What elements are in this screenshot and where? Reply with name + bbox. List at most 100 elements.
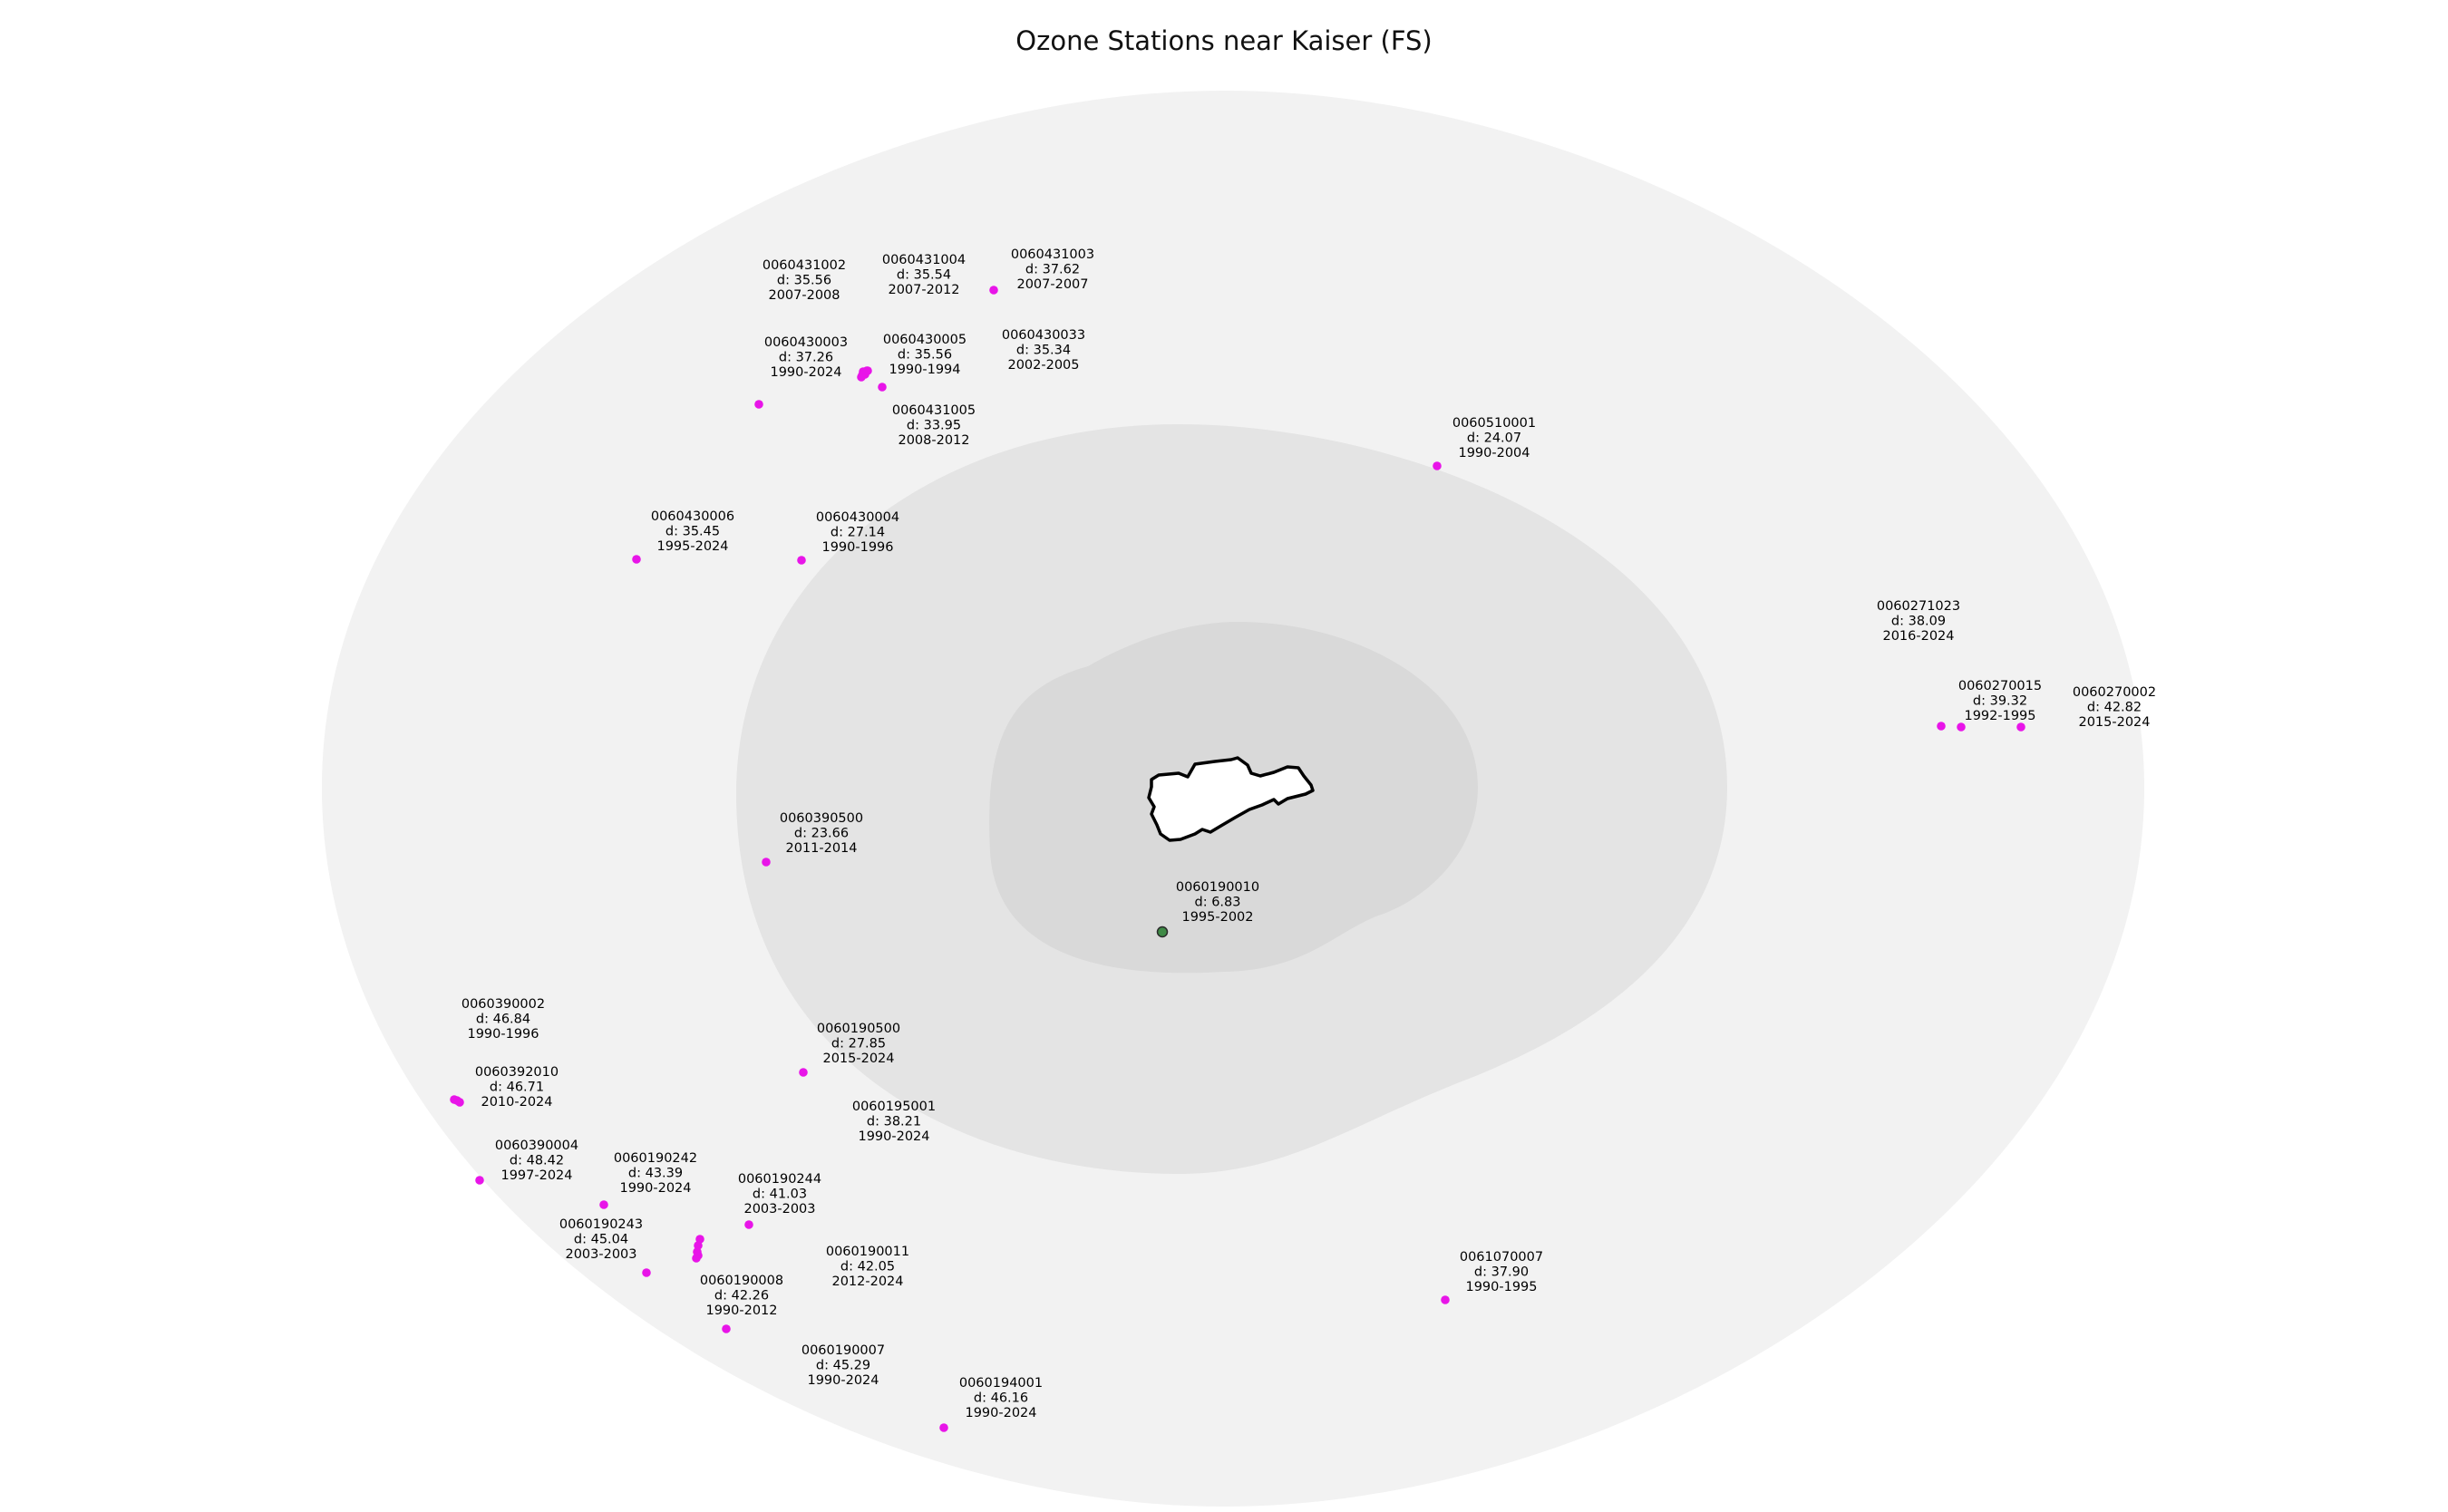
station-marker — [1441, 1295, 1450, 1304]
station-label: 0060390004 d: 48.42 1997-2024 — [495, 1139, 578, 1183]
station-label-years: 1990-1996 — [821, 540, 893, 555]
station-label-d: d: 46.84 — [476, 1013, 530, 1027]
station-label-years: 1990-1996 — [467, 1027, 539, 1042]
station-label: 0060271023 d: 38.09 2016-2024 — [1877, 599, 1960, 644]
kaiser-area-boundary — [1147, 756, 1315, 842]
station-label-d: d: 45.04 — [574, 1233, 628, 1247]
station-label: 0060392010 d: 46.71 2010-2024 — [475, 1065, 559, 1110]
station-label: 0060190244 d: 41.03 2003-2003 — [738, 1172, 821, 1216]
station-marker — [989, 286, 998, 295]
station-label: 0060430006 d: 35.45 1995-2024 — [651, 509, 734, 554]
station-marker — [762, 858, 771, 867]
station-label-years: 2016-2024 — [1882, 629, 1954, 644]
station-label: 0060190010 d: 6.83 1995-2002 — [1176, 880, 1259, 925]
station-label: 0060390500 d: 23.66 2011-2014 — [780, 811, 863, 856]
station-label: 0060190011 d: 42.05 2012-2024 — [826, 1245, 909, 1289]
station-label-d: d: 38.09 — [1891, 615, 1946, 629]
station-label-d: d: 37.62 — [1025, 263, 1080, 277]
station-label: 0060190500 d: 27.85 2015-2024 — [817, 1022, 900, 1066]
station-label-id: 0060431005 — [892, 403, 976, 418]
station-label-id: 0060390004 — [495, 1139, 578, 1153]
map-title: Ozone Stations near Kaiser (FS) — [1015, 25, 1433, 56]
station-marker — [693, 1247, 702, 1256]
station-marker — [754, 400, 763, 409]
station-label-id: 0060190011 — [826, 1245, 909, 1259]
station-label-years: 1992-1995 — [1964, 709, 2035, 723]
station-label-d: d: 45.29 — [816, 1359, 870, 1373]
station-label: 0060431005 d: 33.95 2008-2012 — [892, 403, 976, 448]
station-label: 0060390002 d: 46.84 1990-1996 — [461, 997, 545, 1042]
station-label-d: d: 33.95 — [907, 419, 961, 433]
station-label: 0060430003 d: 37.26 1990-2024 — [764, 335, 848, 380]
station-label: 0060195001 d: 38.21 1990-2024 — [852, 1100, 936, 1144]
station-label-years: 2002-2005 — [1007, 358, 1079, 373]
station-label-years: 2015-2024 — [2078, 715, 2150, 730]
station-label-years: 1995-2002 — [1181, 910, 1253, 925]
station-label-years: 2010-2024 — [481, 1095, 552, 1110]
station-label-d: d: 43.39 — [628, 1167, 683, 1181]
station-label: 0060510001 d: 24.07 1990-2004 — [1452, 416, 1536, 460]
station-label-d: d: 37.26 — [779, 351, 833, 365]
station-label-years: 1990-2024 — [858, 1129, 929, 1144]
station-label-id: 0060190243 — [559, 1217, 643, 1232]
station-label-d: d: 39.32 — [1973, 694, 2027, 709]
station-marker — [694, 1241, 703, 1250]
station-label-years: 2008-2012 — [898, 433, 969, 448]
station-label-years: 2011-2014 — [785, 841, 857, 856]
station-marker — [599, 1200, 608, 1209]
station-label-id: 0060431003 — [1011, 247, 1094, 262]
station-label-id: 0060392010 — [475, 1065, 559, 1080]
station-labels: 0060190010 d: 6.83 1995-2002 0060390500 d: 2… — [461, 247, 2156, 1420]
station-label-id: 0061070007 — [1460, 1250, 1543, 1265]
station-label: 0060430004 d: 27.14 1990-1996 — [816, 510, 899, 555]
station-marker — [642, 1268, 651, 1277]
station-label-years: 2015-2024 — [822, 1052, 894, 1066]
station-marker — [799, 1068, 808, 1077]
station-label-id: 0060190242 — [614, 1151, 697, 1166]
station-label-years: 2007-2012 — [888, 283, 959, 297]
station-label-d: d: 27.85 — [831, 1037, 886, 1052]
station-label-d: d: 38.21 — [867, 1115, 921, 1129]
station-label-d: d: 24.07 — [1467, 431, 1521, 446]
station-label-id: 0060195001 — [852, 1100, 936, 1114]
station-label-id: 0060190010 — [1176, 880, 1259, 895]
station-label-id: 0060270002 — [2073, 685, 2156, 700]
station-label: 0060190008 d: 42.26 1990-2012 — [700, 1274, 783, 1318]
station-label-years: 2007-2007 — [1016, 277, 1088, 292]
station-label: 0060270015 d: 39.32 1992-1995 — [1958, 679, 2042, 723]
station-label-d: d: 37.90 — [1474, 1265, 1529, 1280]
station-label: 0061070007 d: 37.90 1990-1995 — [1460, 1250, 1543, 1294]
station-label: 0060431004 d: 35.54 2007-2012 — [882, 253, 966, 297]
station-label: 0060431003 d: 37.62 2007-2007 — [1011, 247, 1094, 292]
station-label-years: 1990-2012 — [705, 1304, 777, 1318]
station-label: 0060430005 d: 35.56 1990-1994 — [883, 333, 967, 377]
station-label-d: d: 42.26 — [714, 1289, 769, 1304]
station-markers — [450, 286, 2025, 1432]
station-label-d: d: 46.16 — [974, 1391, 1028, 1406]
station-label-years: 1997-2024 — [500, 1168, 572, 1183]
station-label-id: 0060270015 — [1958, 679, 2042, 693]
station-marker — [692, 1254, 701, 1263]
station-marker — [455, 1098, 464, 1107]
station-label-d: d: 48.42 — [510, 1154, 564, 1168]
station-label-years: 1990-1995 — [1465, 1280, 1537, 1294]
station-label: 0060190242 d: 43.39 1990-2024 — [614, 1151, 697, 1196]
station-label-id: 0060431004 — [882, 253, 966, 267]
station-label-id: 0060430005 — [883, 333, 967, 347]
station-label: 0060430033 d: 35.34 2002-2005 — [1002, 328, 1085, 373]
station-marker — [939, 1423, 948, 1432]
station-marker — [1937, 722, 1946, 731]
station-label-years: 1990-2024 — [965, 1406, 1036, 1420]
station-label-id: 0060510001 — [1452, 416, 1536, 431]
station-label-d: d: 27.14 — [831, 526, 885, 540]
station-label-id: 0060190244 — [738, 1172, 821, 1187]
station-label-d: d: 35.56 — [777, 274, 831, 288]
station-marker — [1433, 461, 1442, 470]
station-marker — [878, 383, 887, 392]
station-label-id: 0060430004 — [816, 510, 899, 525]
station-label-d: d: 35.54 — [897, 268, 951, 283]
station-label-d: d: 41.03 — [753, 1187, 807, 1202]
station-label-id: 0060194001 — [959, 1376, 1043, 1391]
station-label: 0060270002 d: 42.82 2015-2024 — [2073, 685, 2156, 730]
